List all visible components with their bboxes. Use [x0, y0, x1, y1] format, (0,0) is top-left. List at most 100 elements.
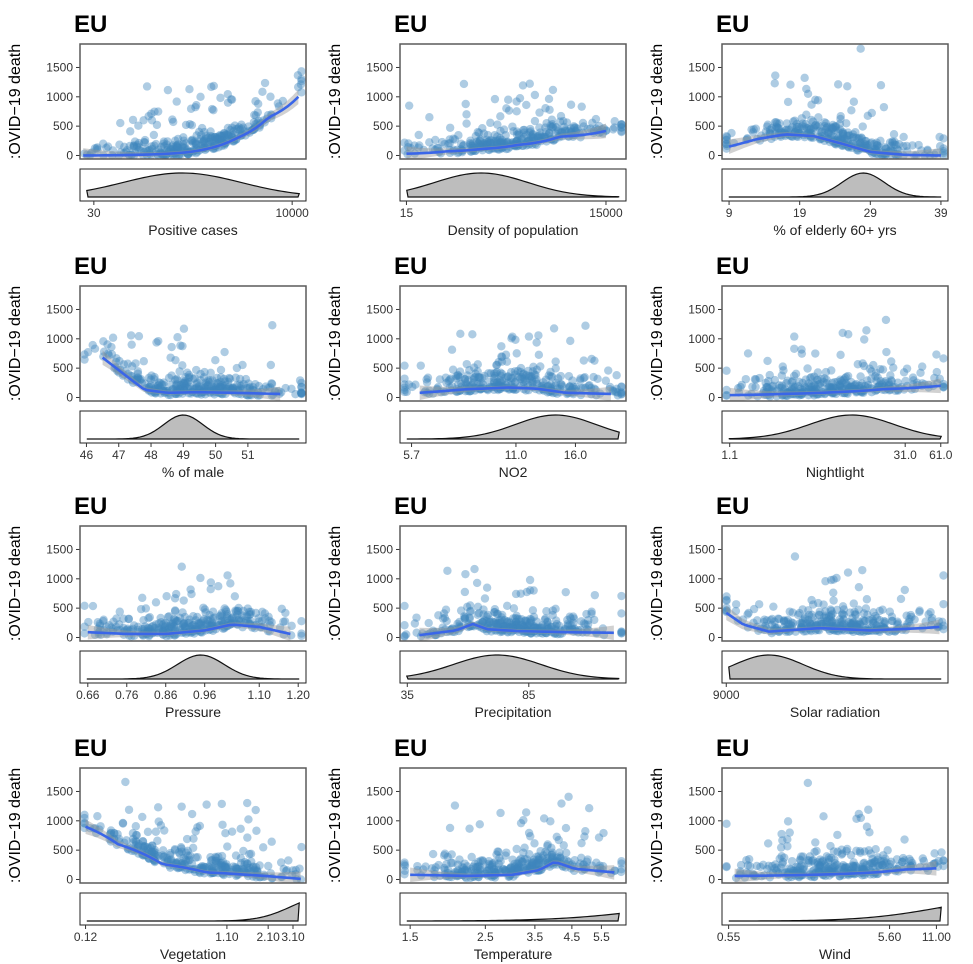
- data-point: [105, 621, 114, 630]
- data-point: [503, 372, 512, 381]
- data-point: [846, 382, 856, 391]
- data-point: [564, 792, 573, 801]
- smooth-line: [87, 623, 291, 636]
- data-point: [789, 382, 798, 391]
- data-point: [775, 383, 784, 393]
- data-point: [257, 616, 267, 626]
- data-point: [162, 140, 171, 149]
- data-point: [472, 578, 482, 588]
- data-point: [199, 603, 208, 612]
- data-point: [124, 614, 133, 624]
- data-point: [216, 136, 226, 145]
- data-point: [806, 373, 815, 383]
- data-point: [593, 374, 602, 383]
- data-point: [210, 613, 219, 622]
- data-point: [191, 139, 200, 149]
- data-point: [187, 622, 196, 631]
- data-point: [833, 377, 842, 386]
- data-point: [854, 381, 864, 391]
- data-point: [875, 606, 884, 616]
- data-point: [782, 379, 791, 388]
- data-point: [161, 625, 170, 634]
- data-point: [843, 380, 852, 389]
- data-point: [528, 377, 537, 386]
- data-point: [811, 95, 820, 105]
- data-point: [836, 350, 845, 360]
- data-point: [483, 130, 492, 140]
- data-point: [562, 118, 572, 127]
- x-axis-label: Pressure: [165, 704, 221, 720]
- data-point: [797, 114, 807, 123]
- data-point: [599, 828, 608, 838]
- panel-title: EU: [394, 253, 427, 280]
- data-point: [590, 384, 599, 393]
- data-point: [99, 337, 108, 346]
- data-point: [501, 373, 510, 382]
- data-point: [588, 118, 597, 128]
- data-point: [548, 610, 557, 620]
- data-point: [617, 388, 626, 397]
- data-point: [503, 618, 512, 627]
- data-point: [251, 608, 261, 618]
- data-point: [777, 383, 786, 392]
- data-point: [456, 606, 466, 615]
- data-point: [797, 121, 807, 131]
- data-point: [811, 120, 821, 130]
- data-point: [526, 127, 535, 136]
- x-tick-label: 0.12: [74, 930, 98, 944]
- data-point: [107, 342, 116, 352]
- data-point: [445, 139, 454, 148]
- data-point: [180, 612, 190, 622]
- data-point: [103, 142, 113, 151]
- data-point: [267, 618, 276, 627]
- data-point: [134, 374, 143, 384]
- data-point: [763, 383, 772, 392]
- data-point: [501, 350, 511, 359]
- data-point: [496, 137, 506, 147]
- data-point: [503, 137, 512, 146]
- data-point: [939, 148, 948, 158]
- data-point: [590, 590, 600, 600]
- data-point: [194, 127, 204, 137]
- data-point: [212, 133, 222, 143]
- data-point: [213, 379, 222, 388]
- data-point: [126, 625, 136, 634]
- data-point: [400, 374, 409, 383]
- data-point: [205, 137, 214, 146]
- data-point: [109, 617, 118, 626]
- data-point: [912, 378, 922, 387]
- data-point: [527, 374, 536, 384]
- y-tick-label: 500: [695, 843, 715, 857]
- data-point: [241, 616, 251, 626]
- data-point: [154, 381, 163, 390]
- y-tick-label: 500: [53, 119, 73, 133]
- data-point: [835, 381, 845, 391]
- data-point: [497, 342, 506, 351]
- y-tick-label: 1500: [688, 542, 715, 556]
- data-point: [820, 121, 830, 131]
- data-point: [805, 382, 814, 391]
- data-point: [544, 623, 553, 633]
- data-point: [520, 125, 529, 135]
- data-point: [166, 855, 176, 864]
- data-point: [160, 142, 169, 151]
- data-point: [817, 128, 826, 137]
- data-point: [495, 138, 505, 148]
- data-point: [154, 623, 163, 633]
- data-point: [180, 622, 189, 631]
- data-point: [489, 139, 498, 148]
- data-point: [821, 124, 831, 133]
- data-point: [185, 120, 195, 129]
- data-point: [605, 382, 615, 392]
- data-point: [425, 113, 434, 122]
- data-point: [881, 144, 891, 153]
- data-point: [495, 376, 505, 385]
- data-point: [180, 143, 190, 153]
- data-point: [900, 835, 909, 844]
- data-point: [817, 127, 827, 136]
- data-point: [863, 610, 872, 619]
- data-point: [279, 864, 288, 874]
- data-point: [812, 384, 821, 393]
- data-point: [762, 383, 771, 392]
